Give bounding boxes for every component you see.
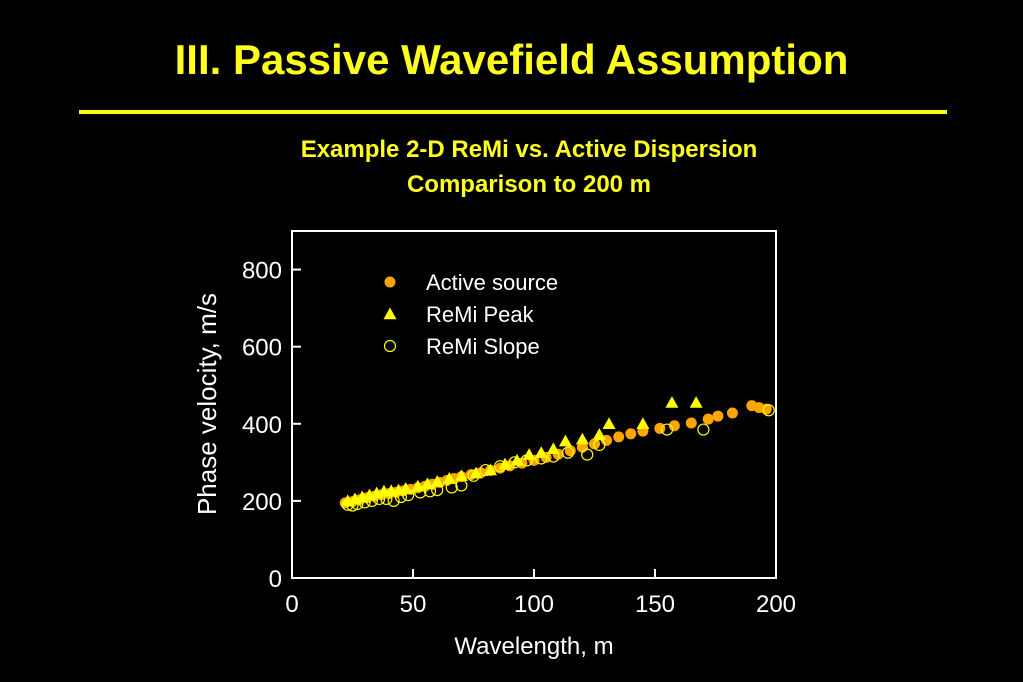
remi-peak-point <box>522 448 536 460</box>
remi-slope-point <box>341 498 354 511</box>
remi-slope-point <box>455 479 468 492</box>
legend-marker <box>383 307 397 320</box>
y-tick-label: 0 <box>269 566 282 593</box>
remi-slope-point <box>346 499 359 512</box>
remi-peak-point <box>546 442 560 455</box>
remi-slope-point <box>423 485 437 498</box>
title-divider <box>79 110 947 114</box>
remi-peak-point <box>689 396 703 408</box>
remi-peak-point <box>454 469 468 482</box>
remi-slope-point <box>431 483 444 497</box>
remi-peak-point <box>430 475 444 487</box>
remi-peak-point <box>558 434 572 447</box>
active-source-point <box>625 428 637 440</box>
y-tick-label: 800 <box>242 258 282 285</box>
remi-slope-point <box>508 456 521 469</box>
remi-peak-point <box>399 482 413 494</box>
x-tick-label: 100 <box>514 591 554 618</box>
data-points <box>339 396 775 512</box>
legend-entry: ReMi Slope <box>426 334 540 359</box>
remi-slope-point <box>660 423 674 436</box>
remi-slope-point <box>494 460 507 473</box>
x-tick-label: 0 <box>285 591 298 618</box>
y-tick-label: 600 <box>242 335 282 362</box>
remi-slope-point <box>414 486 427 499</box>
active-source-point <box>668 420 680 432</box>
remi-slope-point <box>697 423 710 436</box>
chart-subtitle-line-2: Comparison to 200 m <box>406 171 652 198</box>
legend-marker <box>383 339 397 353</box>
remi-slope-point <box>402 489 415 502</box>
y-axis-label: Phase velocity, m/s <box>192 293 222 515</box>
remi-peak-point <box>442 472 456 484</box>
remi-peak-point <box>575 432 589 445</box>
x-axis-label: Wavelength, m <box>454 633 613 660</box>
remi-slope-point <box>358 496 371 509</box>
remi-slope-point <box>373 492 386 506</box>
axis-ticks: 0 50 100 150 200 0 200 400 600 800 <box>242 258 796 618</box>
slide-title: III. Passive Wavefield Assumption <box>174 36 849 83</box>
remi-slope-point <box>479 463 492 477</box>
remi-slope-point <box>445 481 458 494</box>
y-tick-label: 200 <box>242 489 282 516</box>
remi-slope-point <box>547 450 560 463</box>
remi-slope-point <box>365 494 378 507</box>
remi-peak-point <box>534 446 548 458</box>
remi-slope-point <box>520 454 533 467</box>
remi-slope-point <box>351 497 364 511</box>
chart-legend: Active source ReMi Peak ReMi Slope <box>383 270 558 359</box>
x-tick-label: 150 <box>635 591 675 618</box>
remi-peak-point <box>483 463 497 476</box>
remi-peak-point <box>636 417 650 429</box>
x-tick-label: 200 <box>756 591 796 618</box>
remi-slope-point <box>387 494 400 507</box>
remi-peak-point <box>592 428 606 440</box>
x-tick-label: 50 <box>400 591 427 618</box>
remi-slope-point <box>561 446 574 459</box>
remi-slope-point <box>581 448 594 461</box>
remi-slope-point <box>380 492 393 506</box>
chart-subtitle-line-1: Example 2-D ReMi vs. Active Dispersion <box>300 136 758 163</box>
active-source-point <box>613 431 625 443</box>
remi-slope-point <box>467 469 480 482</box>
y-tick-label: 400 <box>242 412 282 439</box>
legend-entry: Active source <box>426 270 558 295</box>
active-source-point <box>712 410 724 422</box>
remi-peak-point <box>602 417 616 429</box>
remi-slope-point <box>593 438 606 452</box>
legend-marker <box>384 276 396 288</box>
active-source-point <box>726 407 738 419</box>
active-source-point <box>685 417 697 429</box>
remi-slope-point <box>535 452 548 465</box>
legend-entry: ReMi Peak <box>426 302 535 327</box>
remi-peak-point <box>665 396 679 408</box>
active-source-point <box>702 413 714 425</box>
remi-slope-point <box>394 490 407 504</box>
remi-slope-point <box>762 404 775 417</box>
remi-peak-point <box>411 479 425 492</box>
